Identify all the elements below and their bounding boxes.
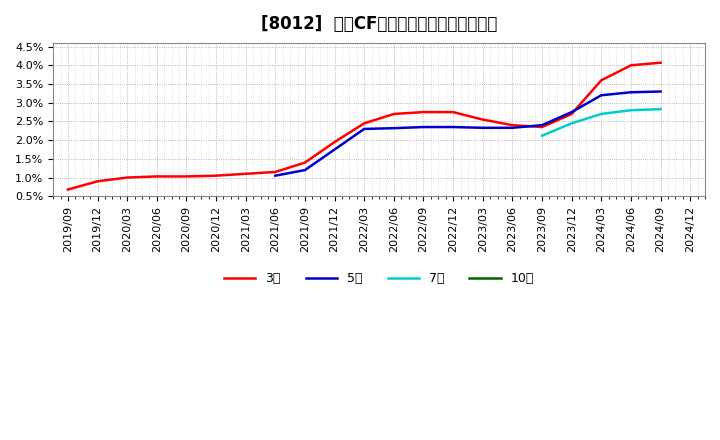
Line: 3年: 3年 bbox=[68, 63, 660, 190]
3年 bbox=[63, 187, 72, 192]
Title: [8012]  営業CFマージンの標準偏差の推移: [8012] 営業CFマージンの標準偏差の推移 bbox=[261, 15, 498, 33]
3年 bbox=[508, 123, 517, 128]
7年 bbox=[656, 106, 665, 112]
5年 bbox=[360, 126, 369, 132]
3年 bbox=[626, 62, 635, 68]
7年 bbox=[538, 133, 546, 138]
5年 bbox=[626, 90, 635, 95]
Legend: 3年, 5年, 7年, 10年: 3年, 5年, 7年, 10年 bbox=[219, 267, 539, 290]
5年 bbox=[301, 168, 310, 173]
3年 bbox=[330, 139, 339, 145]
Line: 5年: 5年 bbox=[275, 92, 660, 176]
5年 bbox=[419, 125, 428, 130]
5年 bbox=[271, 173, 279, 178]
3年 bbox=[271, 169, 279, 175]
3年 bbox=[241, 171, 250, 176]
3年 bbox=[153, 174, 161, 179]
3年 bbox=[93, 179, 102, 184]
3年 bbox=[449, 110, 457, 115]
3年 bbox=[419, 110, 428, 115]
5年 bbox=[538, 123, 546, 128]
3年 bbox=[479, 117, 487, 122]
5年 bbox=[479, 125, 487, 130]
Line: 7年: 7年 bbox=[542, 109, 660, 136]
3年 bbox=[597, 77, 606, 83]
7年 bbox=[567, 121, 576, 126]
3年 bbox=[656, 60, 665, 66]
5年 bbox=[567, 110, 576, 115]
3年 bbox=[212, 173, 220, 178]
5年 bbox=[508, 125, 517, 130]
5年 bbox=[390, 125, 398, 131]
7年 bbox=[597, 111, 606, 117]
5年 bbox=[597, 92, 606, 98]
3年 bbox=[360, 121, 369, 126]
3年 bbox=[390, 111, 398, 117]
7年 bbox=[626, 107, 635, 113]
5年 bbox=[656, 89, 665, 94]
3年 bbox=[567, 111, 576, 117]
3年 bbox=[182, 174, 191, 179]
3年 bbox=[538, 125, 546, 130]
3年 bbox=[123, 175, 132, 180]
5年 bbox=[449, 125, 457, 130]
3年 bbox=[301, 160, 310, 165]
5年 bbox=[330, 147, 339, 152]
